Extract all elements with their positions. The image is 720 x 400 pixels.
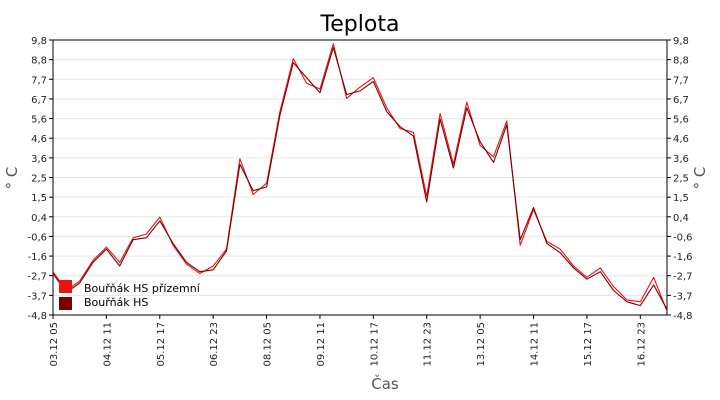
legend: Bouřňák HS přízemní Bouřňák HS: [59, 280, 201, 310]
grid: [53, 59, 667, 296]
y-tick-label-left: 2,5: [31, 174, 47, 185]
x-tick-label: 06.12 23: [209, 322, 220, 367]
x-tick-label: 08.12 05: [263, 322, 274, 367]
x-tick-label: 15.12 17: [583, 322, 594, 367]
y-tick-label-right: 9,8: [673, 36, 689, 47]
x-axis-label: Čas: [371, 374, 399, 393]
y-tick-label-left: 3,6: [31, 154, 47, 165]
x-tick-label: 04.12 11: [102, 322, 113, 367]
series-line-1: [52, 46, 668, 310]
x-tick-label: 10.12 17: [369, 322, 380, 367]
y-tick-label-left: 6,7: [31, 95, 47, 106]
y-tick-label-right: 5,6: [673, 115, 689, 126]
y-tick-label-right: 1,5: [673, 193, 689, 204]
y-tick-label-left: 4,6: [31, 134, 47, 145]
x-tick-label: 05.12 17: [156, 322, 167, 367]
x-tick-label: 13.12 05: [476, 322, 487, 367]
chart-title: Teplota: [320, 12, 400, 37]
legend-swatch-hs: [59, 297, 72, 310]
series-group: [52, 43, 668, 312]
y-axis-label-right: ° C: [691, 167, 709, 190]
y-tick-label-left: -0,6: [27, 232, 47, 243]
legend-label-prizemni: Bouřňák HS přízemní: [84, 282, 201, 295]
x-tick-label: 11.12 23: [423, 322, 434, 367]
y-tick-label-right: -0,6: [673, 232, 693, 243]
x-tick-label: 16.12 23: [636, 322, 647, 367]
y-tick-label-right: 7,7: [673, 75, 689, 86]
series-line-0: [52, 43, 668, 312]
y-tick-label-right: -2,7: [673, 272, 693, 283]
y-tick-label-left: 5,6: [31, 115, 47, 126]
y-axis-label-left: ° C: [3, 167, 21, 190]
y-tick-label-left: -4,8: [27, 311, 47, 322]
y-tick-label-left: -3,7: [27, 291, 47, 302]
y-tick-label-right: -4,8: [673, 311, 693, 322]
x-tick-label: 09.12 11: [316, 322, 327, 367]
y-tick-label-left: 7,7: [31, 75, 47, 86]
y-tick-label-right: -3,7: [673, 291, 693, 302]
y-tick-label-left: 0,4: [31, 213, 47, 224]
x-tick-label: 03.12 05: [49, 322, 60, 367]
y-tick-label-right: 0,4: [673, 213, 689, 224]
legend-swatch-prizemni: [59, 280, 72, 293]
y-ticks-left: 9,8 8,8 7,7 6,7 5,6 4,6 3,6 2,5 1,5 0,4 -0,6 -1,6 -2…: [27, 36, 53, 322]
x-tick-label: 14.12 11: [530, 322, 541, 367]
y-tick-label-right: 8,8: [673, 56, 689, 67]
y-tick-label-right: 6,7: [673, 95, 689, 106]
y-tick-label-right: 3,6: [673, 154, 689, 165]
y-tick-label-left: 9,8: [31, 36, 47, 47]
y-tick-label-right: 4,6: [673, 134, 689, 145]
y-tick-label-left: 8,8: [31, 56, 47, 67]
y-ticks-right: 9,8 8,8 7,7 6,7 5,6 4,6 3,6 2,5 1,5 0,4 -0,6 -1,6 -2…: [667, 36, 693, 322]
y-tick-label-left: -1,6: [27, 252, 47, 263]
legend-label-hs: Bouřňák HS: [84, 296, 148, 309]
x-ticks: 03.12 05 04.12 11 05.12 17 06.12 23 08.12 05…: [49, 315, 647, 367]
y-tick-label-left: -2,7: [27, 272, 47, 283]
y-tick-label-right: 2,5: [673, 174, 689, 185]
y-tick-label-right: -1,6: [673, 252, 693, 263]
y-tick-label-left: 1,5: [31, 193, 47, 204]
